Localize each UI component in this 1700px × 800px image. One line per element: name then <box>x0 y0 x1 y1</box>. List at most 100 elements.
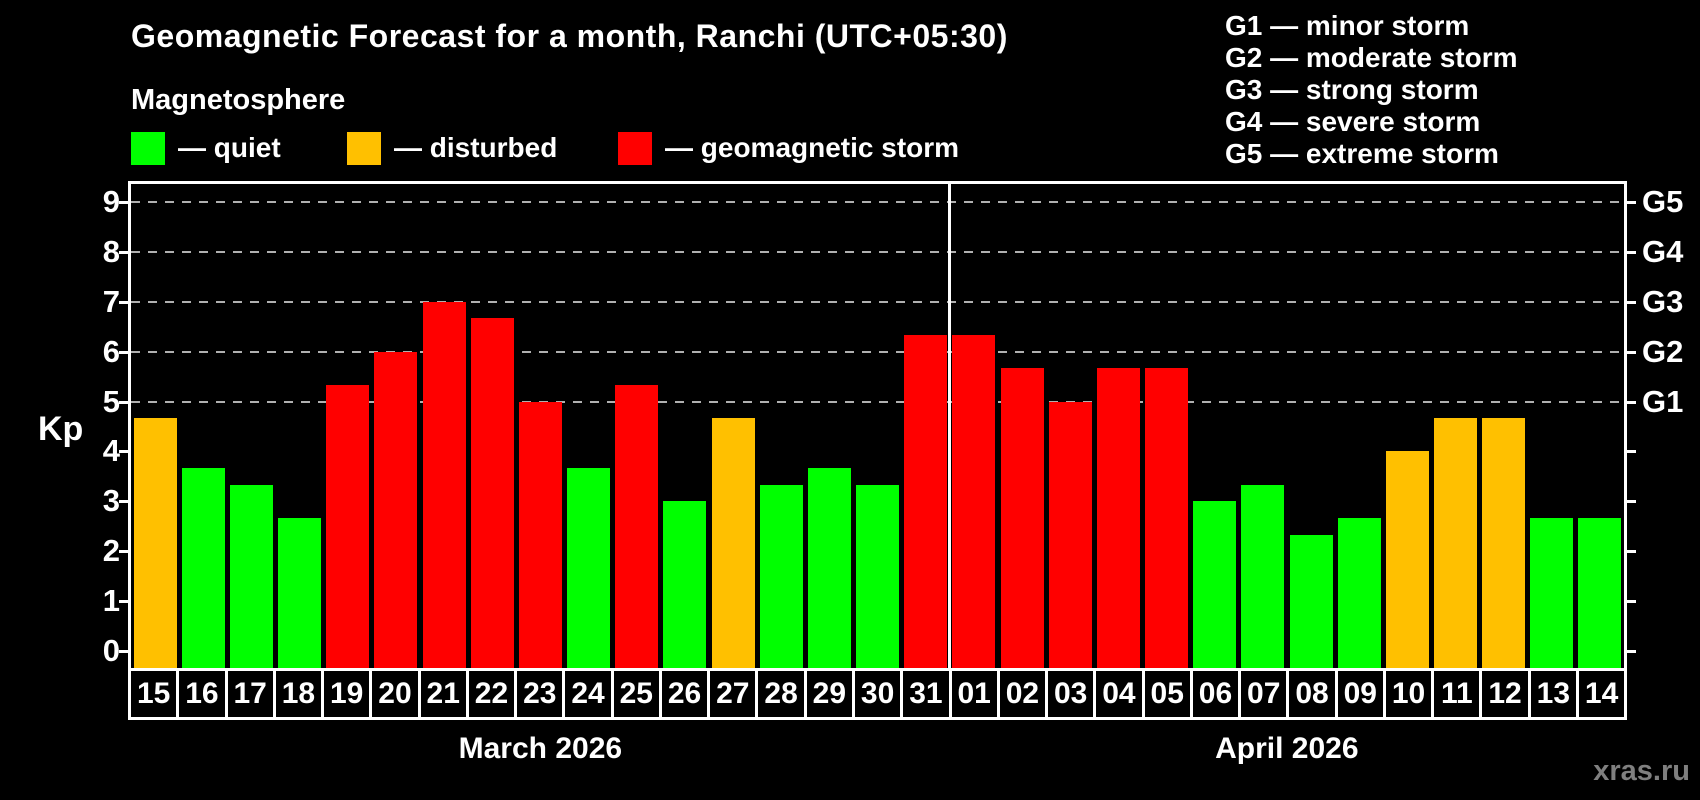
g-level-label-G1: G1 <box>1642 383 1684 419</box>
gridline-kp6 <box>131 350 1624 353</box>
day-label-12: 12 <box>1482 671 1531 717</box>
y-tick-label-6: 6 <box>102 333 120 369</box>
y-tick-label-7: 7 <box>102 283 120 319</box>
gridline-kp8 <box>131 250 1624 253</box>
gridline-kp9 <box>131 200 1624 203</box>
y-tick-mark <box>119 550 131 554</box>
kp-bar-day-09 <box>1337 517 1381 668</box>
g-level-label-G4: G4 <box>1642 233 1684 269</box>
day-label-15: 15 <box>131 671 180 717</box>
g-tick-mark <box>1624 600 1636 604</box>
day-label-20: 20 <box>372 671 421 717</box>
g-tick-mark <box>1624 200 1636 204</box>
kp-bar-day-24 <box>567 467 610 668</box>
day-label-31: 31 <box>903 671 952 717</box>
kp-bar-day-20 <box>374 351 418 668</box>
day-label-10: 10 <box>1386 671 1435 717</box>
kp-bar-day-06 <box>1193 501 1237 668</box>
y-tick-mark <box>119 500 131 504</box>
day-label-26: 26 <box>662 671 711 717</box>
y-tick-label-1: 1 <box>102 583 120 619</box>
y-tick-label-0: 0 <box>102 633 120 668</box>
kp-bar-day-25 <box>615 385 659 668</box>
y-tick-mark <box>119 600 131 604</box>
kp-bar-day-21 <box>422 301 466 668</box>
g-tick-mark <box>1624 350 1636 354</box>
month-separator <box>948 184 952 668</box>
day-label-03: 03 <box>1048 671 1097 717</box>
kp-bar-day-17 <box>229 484 273 668</box>
kp-bar-day-22 <box>470 318 514 668</box>
y-axis-title: Kp <box>38 410 84 448</box>
legend-item-disturbed: — disturbed <box>347 131 557 165</box>
y-tick-mark <box>119 400 131 404</box>
storm-scale-legend: G1 — minor storm G2 — moderate storm G3 — … <box>1225 10 1518 170</box>
legend-item-storm: — geomagnetic storm <box>618 131 959 165</box>
day-label-23: 23 <box>517 671 566 717</box>
legend-swatch-storm-icon <box>618 131 652 165</box>
g-level-label-G5: G5 <box>1642 183 1684 219</box>
y-tick-label-9: 9 <box>102 183 120 219</box>
day-label-16: 16 <box>179 671 228 717</box>
kp-bar-day-18 <box>278 517 322 668</box>
g-tick-mark <box>1624 250 1636 254</box>
magnetosphere-label: Magnetosphere <box>131 84 346 116</box>
legend-swatch-quiet-icon <box>131 131 165 165</box>
kp-bar-day-30 <box>856 484 899 668</box>
day-label-17: 17 <box>228 671 276 717</box>
kp-bar-day-02 <box>1000 368 1044 668</box>
day-label-05: 05 <box>1145 671 1193 717</box>
y-tick-mark <box>119 250 131 254</box>
kp-bar-day-10 <box>1385 451 1429 668</box>
y-tick-label-5: 5 <box>102 383 120 419</box>
g-level-label-G2: G2 <box>1642 333 1684 369</box>
kp-bar-day-01 <box>952 335 996 668</box>
legend-swatch-disturbed-icon <box>347 131 381 165</box>
plot-area <box>131 184 1624 668</box>
day-label-13: 13 <box>1531 671 1579 717</box>
day-axis-row: 15 16 17 18 19 20 21 22 23 24 25 26 27 28 29 30 31 01 02 03… <box>128 668 1627 720</box>
day-label-02: 02 <box>1000 671 1049 717</box>
kp-bar-day-28 <box>759 484 803 668</box>
kp-bar-day-29 <box>807 467 851 668</box>
kp-bar-day-23 <box>518 401 562 668</box>
kp-bar-day-05 <box>1145 368 1188 668</box>
kp-bar-day-13 <box>1530 517 1574 668</box>
gridline-kp5 <box>131 400 1624 403</box>
day-label-01: 01 <box>952 671 1000 717</box>
month-label: April 2026 <box>1215 732 1359 765</box>
kp-bar-day-14 <box>1578 517 1622 668</box>
g-tick-mark <box>1624 500 1636 504</box>
y-tick-label-8: 8 <box>102 233 120 269</box>
day-label-22: 22 <box>469 671 518 717</box>
gridline-kp7 <box>131 300 1624 303</box>
day-label-25: 25 <box>614 671 662 717</box>
day-label-21: 21 <box>421 671 469 717</box>
day-label-19: 19 <box>324 671 373 717</box>
month-label: March 2026 <box>458 732 623 765</box>
kp-bar-day-31 <box>904 335 948 668</box>
kp-bar-day-16 <box>181 467 225 668</box>
g-legend-line: G3 — strong storm <box>1225 74 1479 105</box>
day-label-09: 09 <box>1338 671 1386 717</box>
day-label-18: 18 <box>276 671 325 717</box>
kp-bar-day-03 <box>1048 401 1092 668</box>
y-tick-label-2: 2 <box>102 533 120 569</box>
kp-bar-day-15 <box>133 418 177 668</box>
chart-title: Geomagnetic Forecast for a month, Ranchi… <box>131 18 1008 54</box>
legend-label-storm: — geomagnetic storm <box>665 132 960 163</box>
y-tick-mark <box>119 350 131 354</box>
kp-bar-day-19 <box>326 385 370 668</box>
y-tick-label-3: 3 <box>102 483 120 519</box>
legend-label-disturbed: — disturbed <box>394 132 558 163</box>
g-legend-line: G4 — severe storm <box>1225 106 1481 137</box>
g-tick-mark <box>1624 550 1636 554</box>
g-legend-line: G2 — moderate storm <box>1225 42 1518 73</box>
day-label-04: 04 <box>1096 671 1145 717</box>
g-tick-mark <box>1624 400 1636 404</box>
y-tick-mark <box>119 650 131 653</box>
y-tick-mark <box>119 450 131 454</box>
g-tick-mark <box>1624 450 1636 454</box>
kp-bar-day-11 <box>1433 418 1477 668</box>
kp-bar-day-08 <box>1289 534 1333 668</box>
